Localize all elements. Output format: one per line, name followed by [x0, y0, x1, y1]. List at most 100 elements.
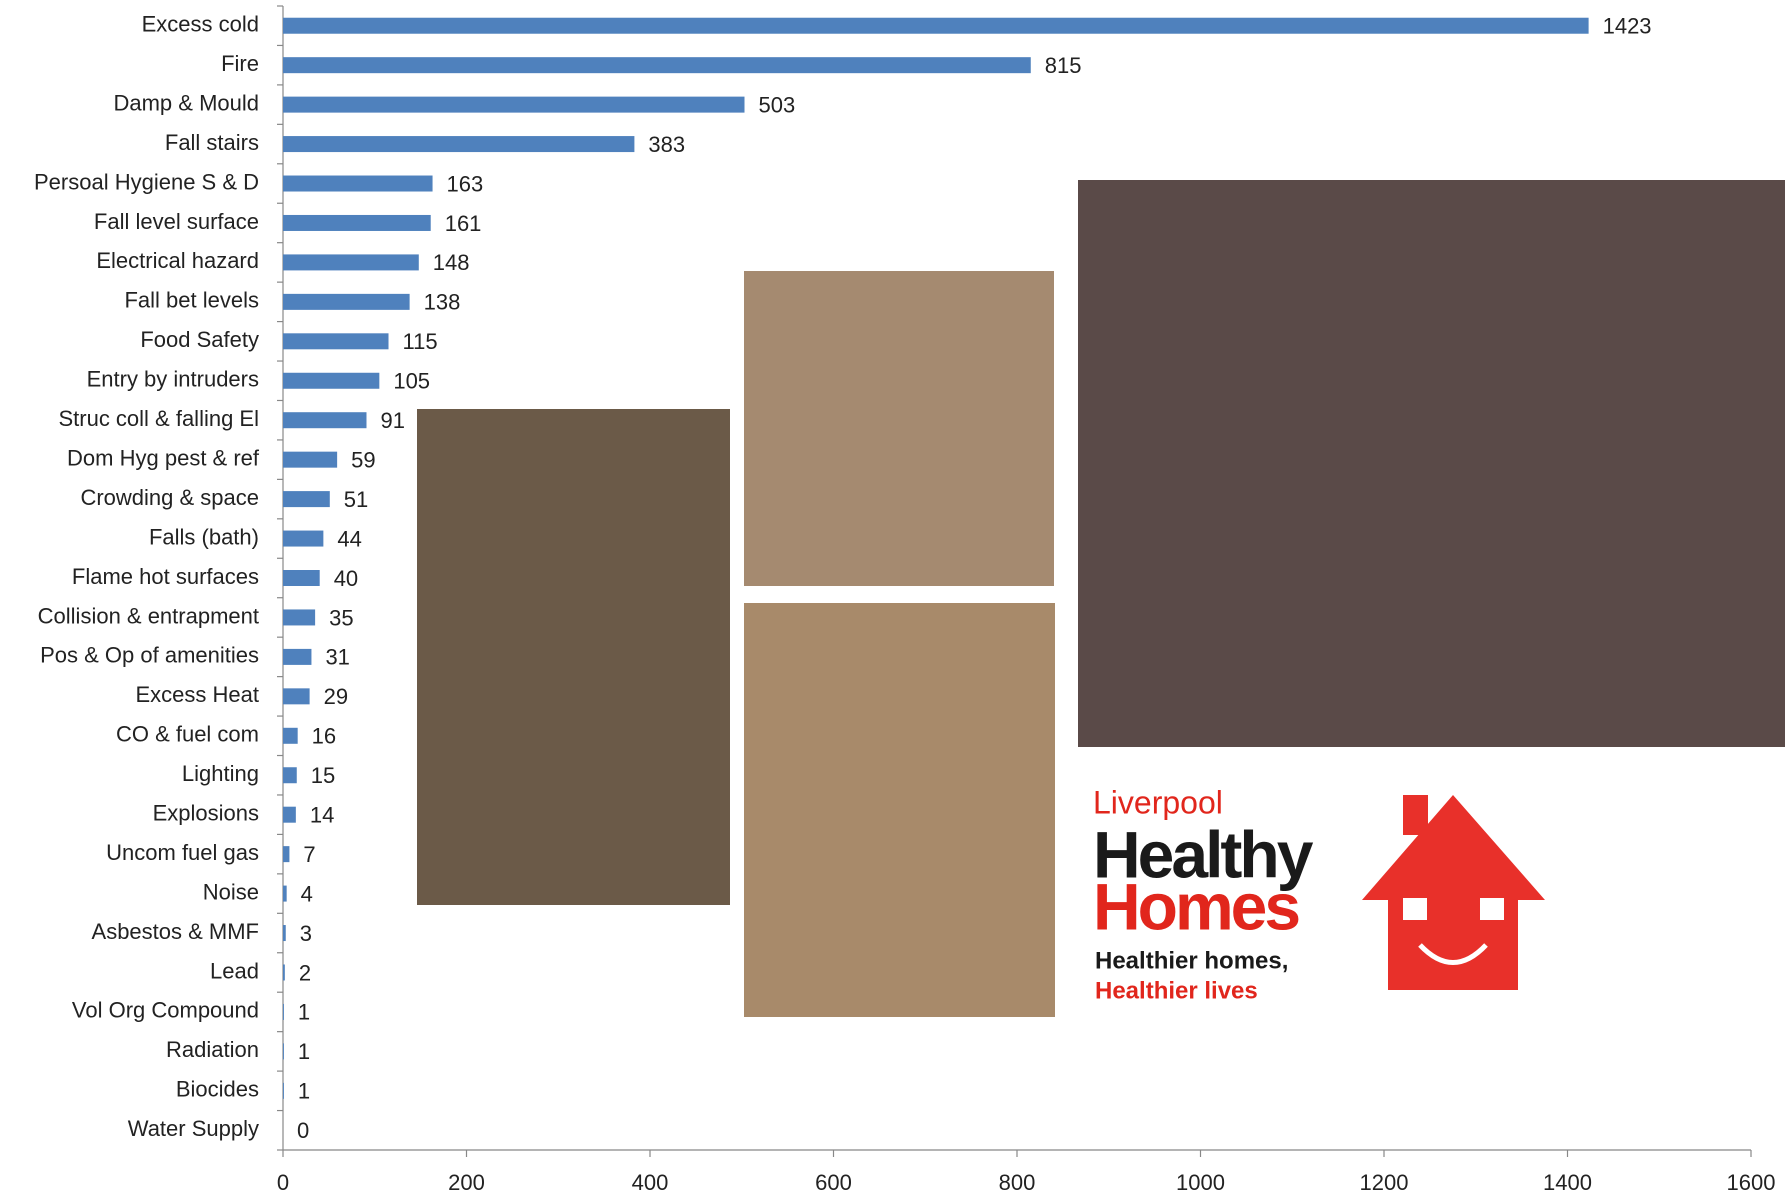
- logo-tagline2: Healthier lives: [1095, 977, 1258, 1004]
- bar: [283, 1043, 284, 1060]
- y-tick-label: Lighting: [182, 761, 259, 786]
- bar: [283, 570, 320, 586]
- bar: [283, 491, 330, 508]
- bar: [283, 1082, 284, 1099]
- value-label: 503: [759, 92, 796, 117]
- photo-damp: [744, 271, 1054, 586]
- y-tick-label: Excess cold: [142, 12, 259, 37]
- bar: [283, 609, 316, 626]
- photo-stairs: [417, 409, 730, 905]
- value-label: 163: [447, 171, 484, 196]
- value-label: 59: [351, 447, 375, 472]
- y-tick-label: Dom Hyg pest & ref: [67, 445, 260, 470]
- value-label: 44: [337, 526, 361, 551]
- value-label: 29: [324, 684, 348, 709]
- bar: [283, 293, 410, 310]
- bar: [283, 925, 286, 942]
- value-label: 0: [297, 1118, 309, 1143]
- chimney: [1403, 795, 1428, 835]
- value-label: 51: [344, 487, 368, 512]
- value-label: 31: [325, 645, 349, 670]
- y-tick-label: Radiation: [166, 1037, 259, 1062]
- bar: [283, 846, 290, 863]
- x-tick-label: 1200: [1360, 1170, 1409, 1195]
- y-tick-label: Fall level surface: [94, 209, 259, 234]
- y-tick-label: CO & fuel com: [116, 722, 259, 747]
- bar: [283, 451, 338, 468]
- y-tick-label: Falls (bath): [149, 524, 259, 549]
- x-tick-label: 200: [448, 1170, 485, 1195]
- y-tick-label: Collision & entrapment: [38, 603, 259, 628]
- value-label: 91: [380, 408, 404, 433]
- value-label: 40: [334, 566, 358, 591]
- photo-heater: [1078, 180, 1785, 747]
- x-tick-label: 800: [999, 1170, 1036, 1195]
- y-tick-label: Lead: [210, 958, 259, 983]
- y-tick-label: Pos & Op of amenities: [40, 643, 259, 668]
- bar: [283, 767, 297, 784]
- value-label: 1: [298, 1000, 310, 1025]
- value-label: 7: [303, 842, 315, 867]
- x-tick-label: 400: [632, 1170, 669, 1195]
- value-label: 16: [312, 724, 336, 749]
- y-tick-label: Noise: [203, 879, 259, 904]
- value-label: 15: [311, 763, 335, 788]
- house-icon: [1362, 795, 1545, 990]
- bar: [283, 96, 745, 113]
- value-label: 161: [445, 211, 482, 236]
- bar: [283, 372, 380, 389]
- photo-bath: [744, 603, 1055, 1017]
- y-tick-label: Electrical hazard: [96, 248, 259, 273]
- window: [1480, 898, 1504, 920]
- y-tick-label: Flame hot surfaces: [72, 564, 259, 589]
- bar: [283, 885, 287, 902]
- y-tick-label: Struc coll & falling El: [58, 406, 259, 431]
- x-tick-label: 1600: [1727, 1170, 1776, 1195]
- value-label: 35: [329, 605, 353, 630]
- x-tick-label: 1400: [1543, 1170, 1592, 1195]
- bar: [283, 964, 285, 981]
- bar: [283, 333, 389, 350]
- bar: [283, 648, 312, 665]
- logo-line2: Homes: [1093, 869, 1298, 943]
- bar: [283, 214, 431, 231]
- y-tick-label: Vol Org Compound: [72, 998, 259, 1023]
- bar: [283, 17, 1589, 34]
- logo: Liverpool Healthy Homes Healthier homes,…: [1093, 784, 1545, 1004]
- x-tick-label: 1000: [1176, 1170, 1225, 1195]
- value-label: 148: [433, 250, 470, 275]
- bar: [283, 530, 324, 547]
- bar: [283, 412, 367, 429]
- bar: [283, 254, 419, 271]
- logo-tagline1: Healthier homes,: [1095, 947, 1288, 974]
- value-label: 1: [298, 1039, 310, 1064]
- y-tick-label: Asbestos & MMF: [92, 919, 259, 944]
- bar: [283, 175, 433, 192]
- value-label: 1: [298, 1079, 310, 1104]
- y-tick-label: Entry by intruders: [87, 367, 259, 392]
- y-tick-label: Biocides: [176, 1077, 259, 1102]
- bar: [283, 688, 310, 705]
- y-tick-label: Persoal Hygiene S & D: [34, 169, 259, 194]
- y-tick-label: Excess Heat: [136, 682, 260, 707]
- value-label: 2: [299, 960, 311, 985]
- value-label: 1423: [1603, 14, 1652, 39]
- bar: [283, 1003, 284, 1020]
- value-label: 115: [403, 329, 438, 354]
- value-label: 14: [310, 803, 334, 828]
- y-tick-label: Fall stairs: [165, 130, 259, 155]
- bar: [283, 136, 635, 153]
- y-tick-label: Fire: [221, 51, 259, 76]
- y-tick-label: Uncom fuel gas: [106, 840, 259, 865]
- y-tick-label: Crowding & space: [80, 485, 259, 510]
- y-tick-label: Explosions: [153, 801, 259, 826]
- smile: [1418, 943, 1488, 965]
- value-label: 138: [424, 290, 461, 315]
- logo-city: Liverpool: [1093, 784, 1223, 820]
- bar: [283, 57, 1031, 74]
- value-label: 105: [393, 369, 430, 394]
- value-label: 383: [648, 132, 685, 157]
- bar: [283, 806, 296, 823]
- y-tick-label: Fall bet levels: [124, 288, 259, 313]
